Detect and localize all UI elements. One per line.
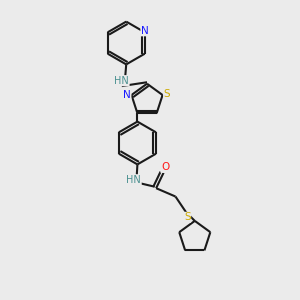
Text: N: N <box>123 90 131 100</box>
Text: HN: HN <box>114 76 129 86</box>
Text: S: S <box>164 88 170 98</box>
Text: N: N <box>141 26 148 36</box>
Text: O: O <box>161 162 169 172</box>
Text: S: S <box>184 212 191 222</box>
Text: HN: HN <box>127 175 141 185</box>
